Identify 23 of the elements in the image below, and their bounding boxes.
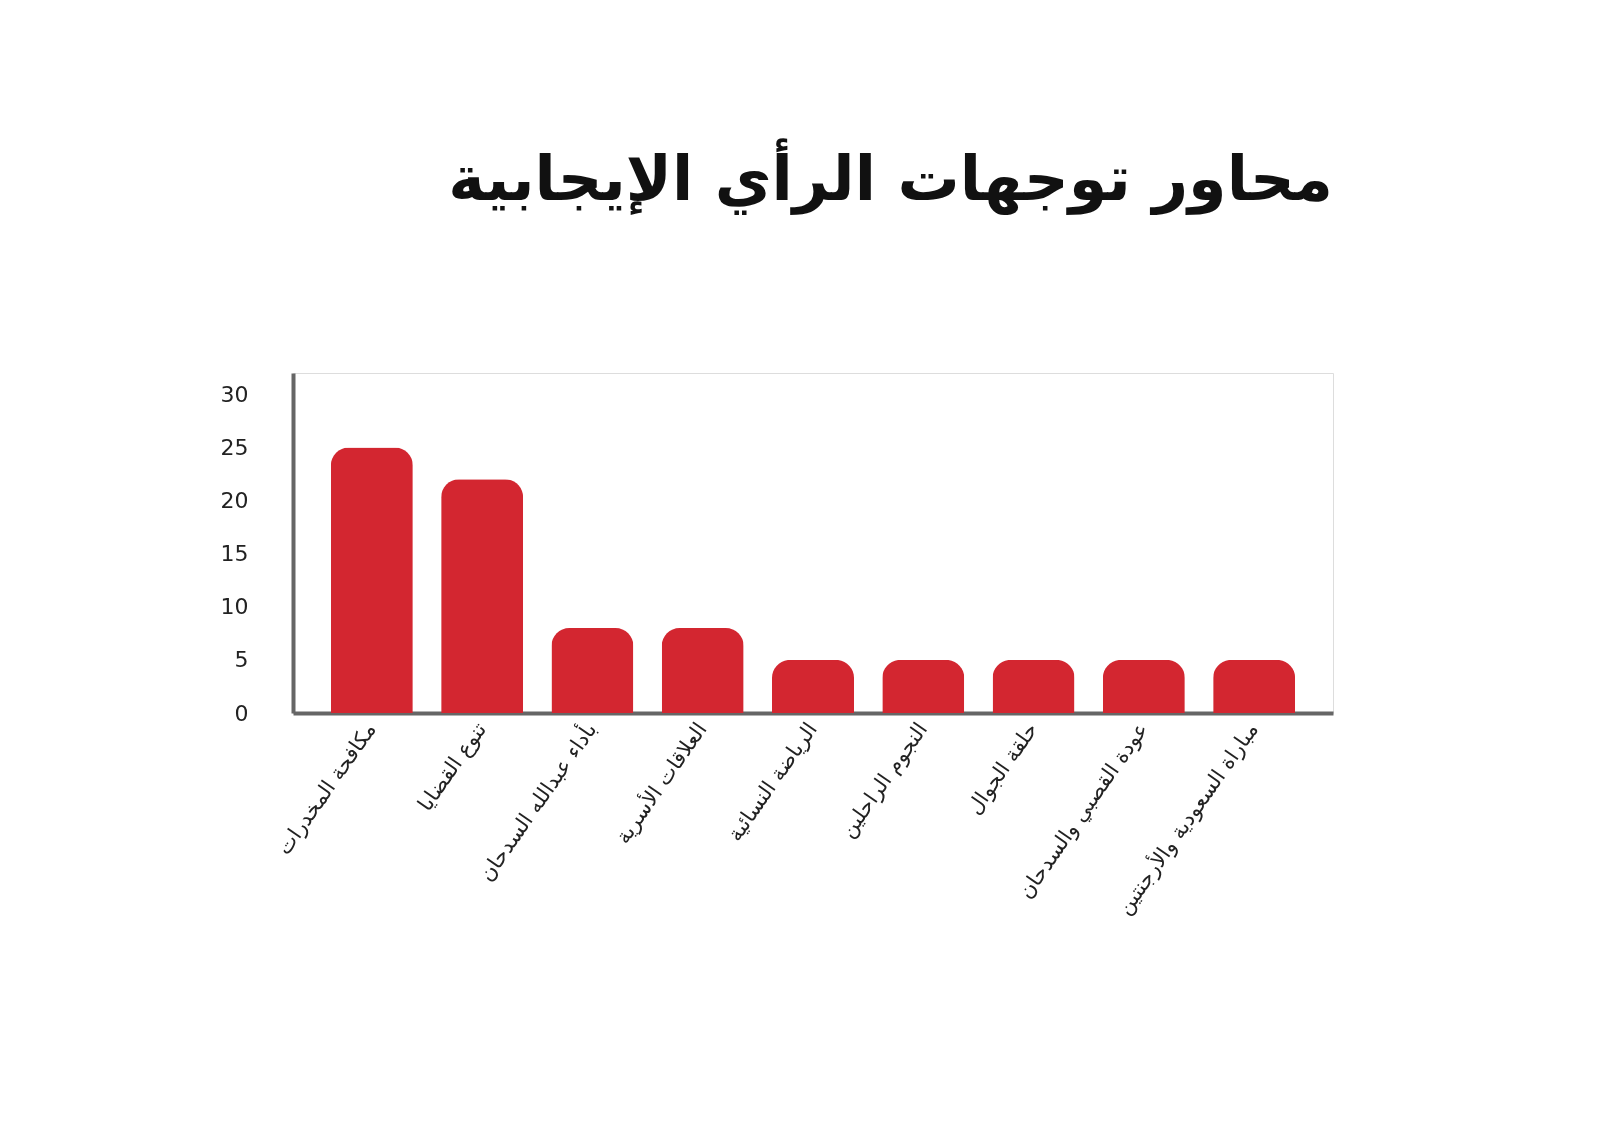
bar — [1213, 659, 1296, 713]
x-tick-label: الرياضة النسائية — [722, 718, 823, 846]
y-tick-label: 5 — [234, 647, 249, 673]
x-tick-label: حلقة الجوال — [961, 718, 1043, 819]
chart-title: محاور توجهات الرأي الإيجابية — [448, 138, 1333, 215]
bar — [882, 659, 965, 713]
bar — [330, 447, 413, 713]
y-tick-label: 10 — [220, 594, 249, 620]
bar — [772, 659, 854, 713]
y-tick-label: 20 — [220, 488, 249, 513]
x-tick-label: النجوم الراحلين — [835, 718, 933, 843]
y-tick-label: 0 — [234, 700, 249, 726]
bar — [992, 659, 1075, 713]
bar — [1102, 659, 1185, 713]
bar — [441, 479, 524, 713]
x-tick-label: تنوع القضايا — [413, 717, 492, 816]
x-tick-label: مكافحة المخدرات — [272, 718, 381, 860]
y-tick-label: 15 — [220, 541, 249, 567]
bar — [661, 628, 744, 713]
y-tick-label: 30 — [220, 381, 249, 407]
y-tick-label: 25 — [220, 434, 249, 460]
bar — [551, 628, 634, 713]
x-tick-label: العلاقات الأسرية — [609, 717, 712, 849]
